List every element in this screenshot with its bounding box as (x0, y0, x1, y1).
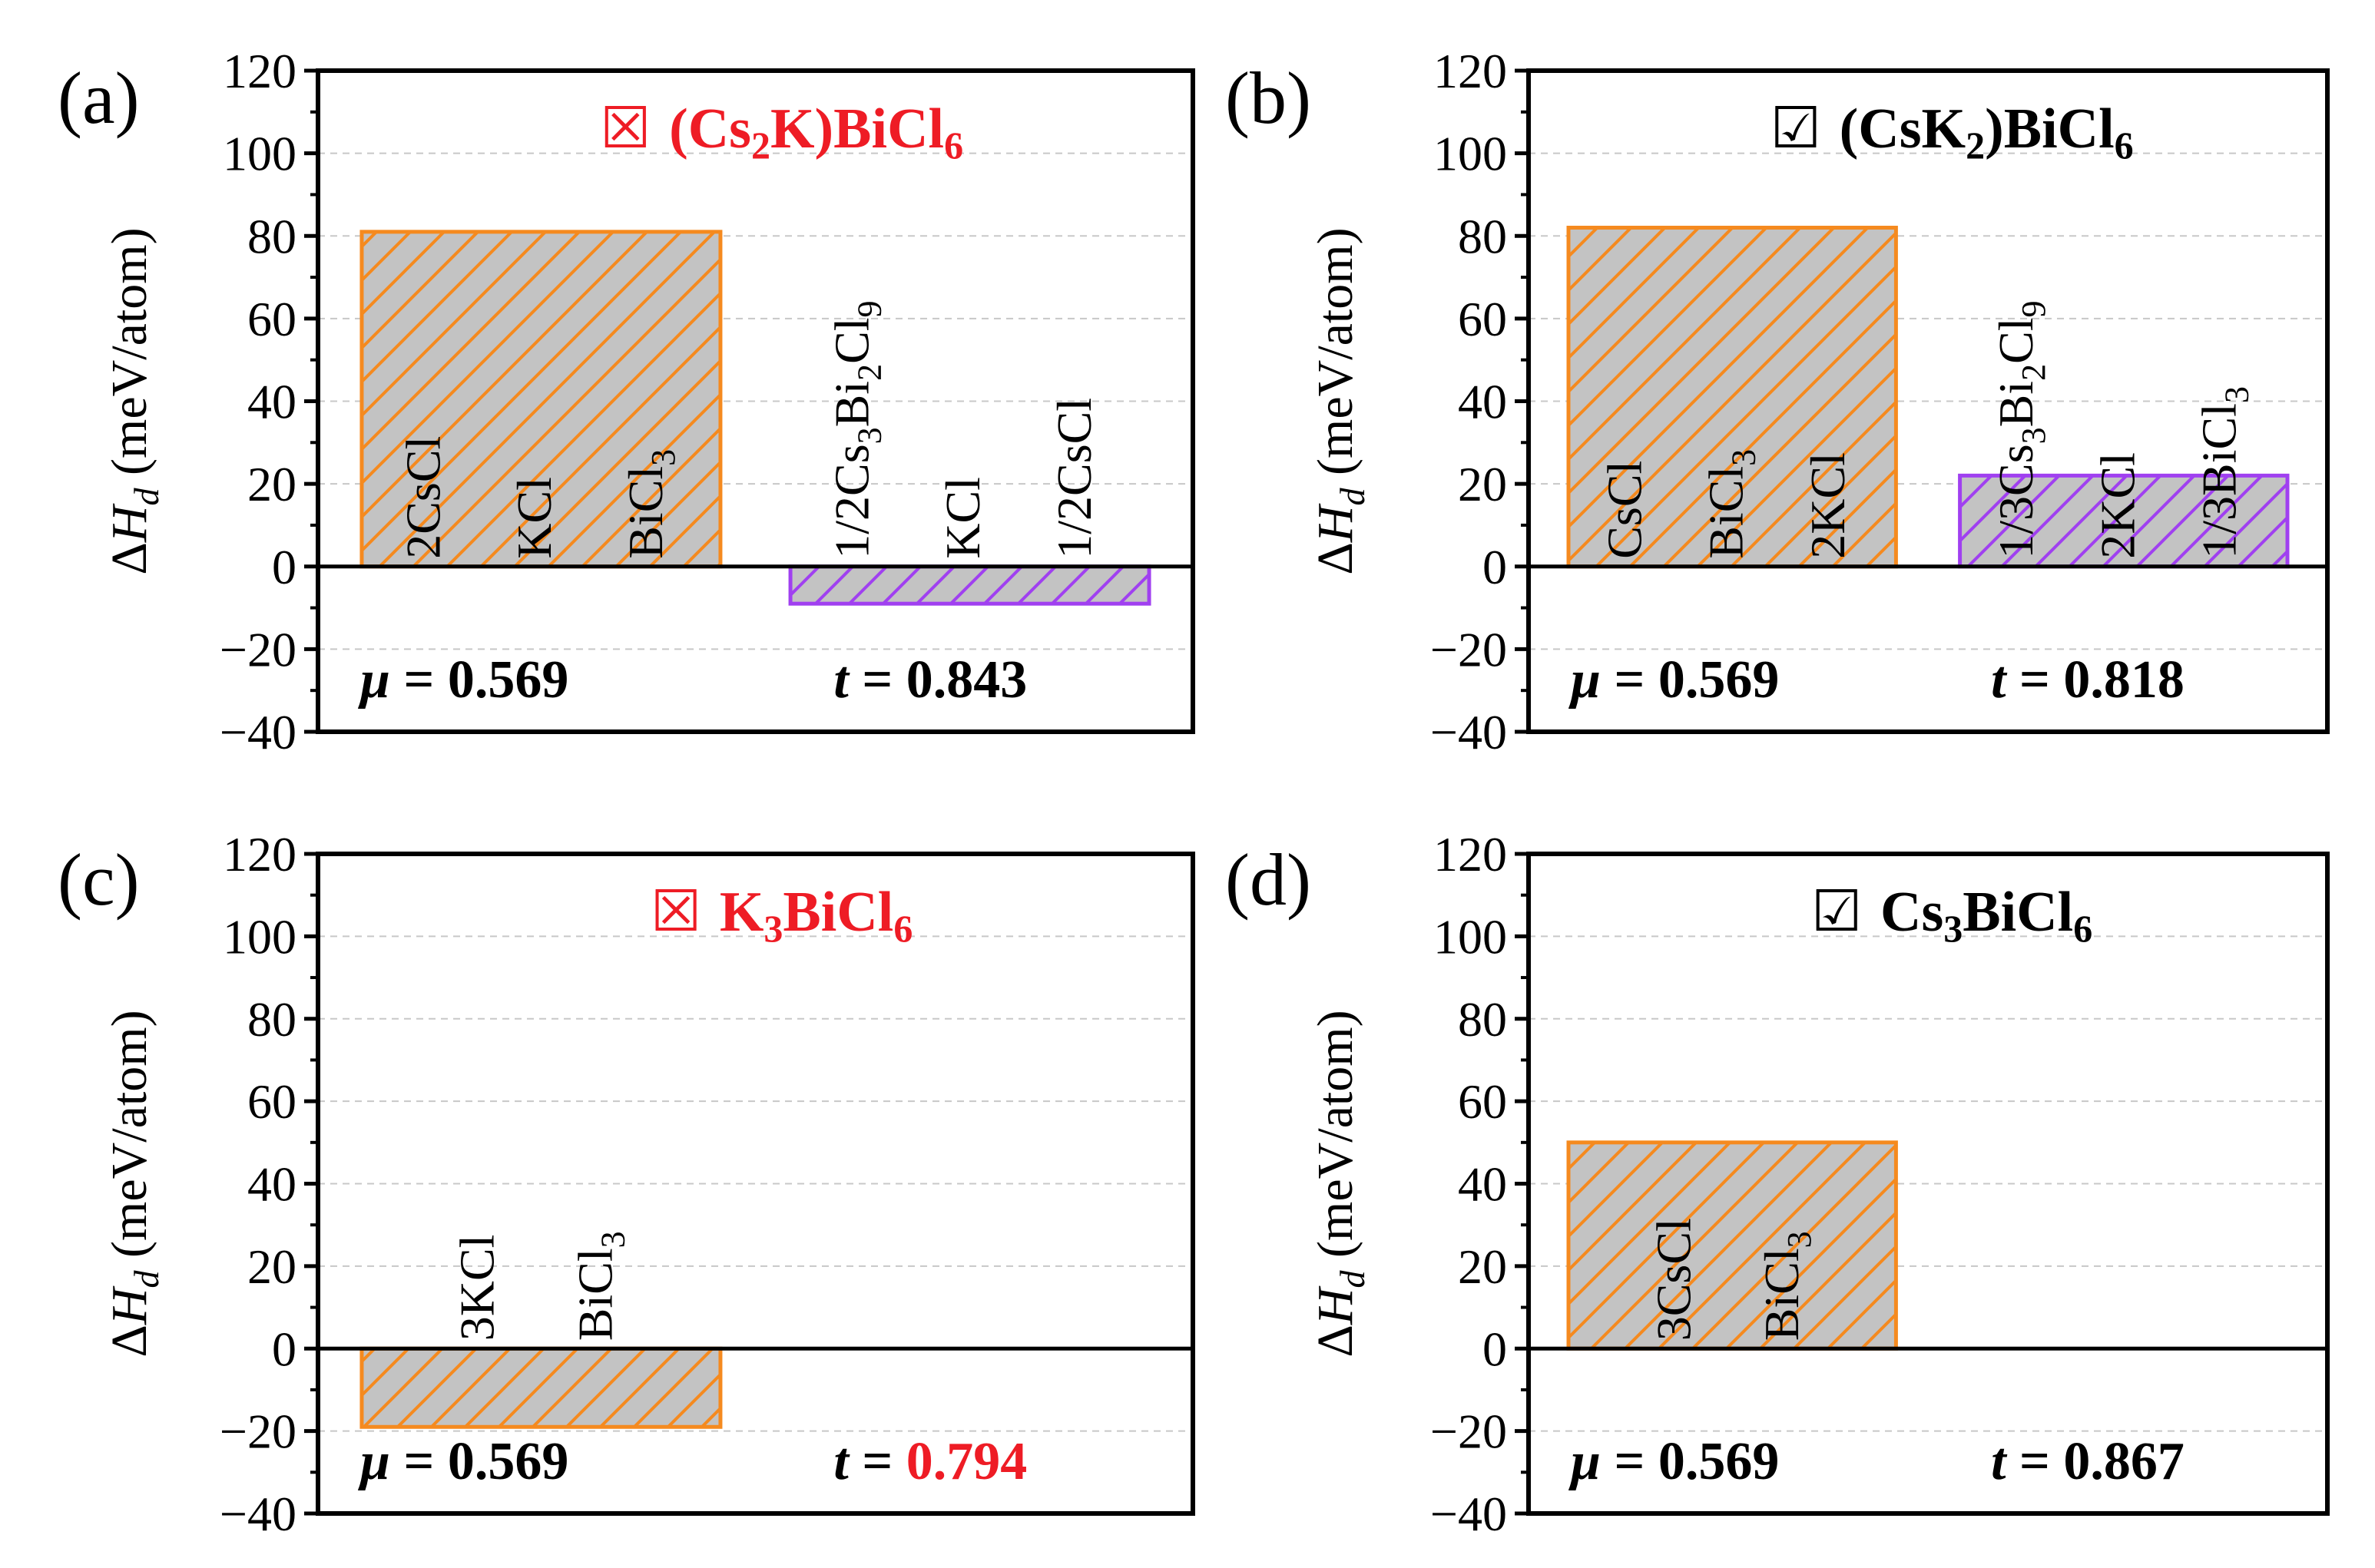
y-tick-label: 60 (247, 292, 296, 346)
y-tick-label: −20 (220, 1404, 296, 1459)
bar (1566, 225, 1898, 569)
panel-label: (b) (1225, 57, 1311, 139)
bar-label: 1/3BiCl3 (2191, 386, 2255, 559)
bar-label: CsCl (1597, 461, 1651, 559)
y-tick-label: 40 (247, 1157, 296, 1212)
bar (1958, 473, 2290, 569)
y-tick-label: 40 (1458, 375, 1507, 429)
y-tick-label: 0 (1482, 540, 1507, 594)
bar-label: 2CsCl (396, 436, 450, 559)
bar-label: BiCl3 (1699, 449, 1763, 559)
y-tick-label: 80 (247, 992, 296, 1047)
mu-value: μ = 0.569 (1568, 1432, 1779, 1491)
y-tick-label: 0 (272, 540, 296, 594)
y-tick-label: −20 (1430, 622, 1507, 676)
y-tick-label: 120 (223, 44, 296, 98)
y-tick-label: 80 (247, 209, 296, 263)
panel-label: (a) (58, 57, 140, 139)
y-tick-label: 20 (247, 457, 296, 511)
panel-a: 2CsCl KCl BiCl3 1/2Cs3Bi2Cl9 KCl 1/2CsCl 120 10… (58, 44, 1195, 759)
y-axis-title: ΔHd (meV/atom) (101, 227, 166, 574)
y-axis-title: ΔHd (meV/atom) (1307, 227, 1372, 574)
bar-label: 2KCl (2090, 452, 2145, 559)
panel-title: ☑ (CsK2)BiCl6 (1770, 95, 2134, 167)
panel-b: CsCl BiCl3 2KCl 1/3Cs3Bi2Cl9 2KCl 1/3BiCl3 120… (1225, 44, 2330, 759)
y-tick-label: 80 (1458, 992, 1507, 1047)
panel-c: 3KCl BiCl3 120 100 80 60 40 20 0 −20 −40 ΔHd (meV/a… (58, 827, 1195, 1541)
y-tick-label: 60 (1458, 292, 1507, 346)
y-tick-label: −20 (1430, 1404, 1507, 1459)
y-tick-label: −40 (220, 705, 296, 759)
y-axis-title: ΔHd (meV/atom) (1307, 1010, 1372, 1357)
bar (1566, 1140, 1898, 1351)
y-tick-label: 100 (1433, 127, 1507, 181)
panel-title: ☒ (Cs2K)BiCl6 (600, 95, 963, 167)
bar-label: 3CsCl (1646, 1218, 1701, 1341)
mu-value: μ = 0.569 (358, 650, 568, 710)
panel-label: (c) (58, 839, 140, 921)
y-tick-label: −40 (1430, 705, 1507, 759)
y-tick-label: 20 (247, 1239, 296, 1294)
y-tick-label: 0 (272, 1322, 296, 1376)
panel-label: (d) (1225, 839, 1311, 921)
mu-value: μ = 0.569 (1568, 650, 1779, 710)
y-tick-label: 60 (247, 1074, 296, 1129)
bar-label: 2KCl (1800, 452, 1855, 559)
bar-label: BiCl3 (618, 449, 682, 559)
panel-title: ☒ K3BiCl6 (651, 878, 913, 950)
y-tick-label: −40 (220, 1487, 296, 1541)
y-tick-label: 40 (247, 375, 296, 429)
y-tick-label: 100 (1433, 909, 1507, 964)
bar-label: 1/2Cs3Bi2Cl9 (824, 300, 888, 558)
bar-label: 3KCl (449, 1235, 504, 1341)
bar (359, 1346, 723, 1429)
bar (359, 230, 723, 569)
y-tick-label: 120 (1433, 44, 1507, 98)
y-tick-label: 20 (1458, 457, 1507, 511)
bar-label: 1/2CsCl (1047, 398, 1101, 559)
y-tick-label: −20 (220, 622, 296, 676)
t-value: t = 0.867 (1991, 1432, 2185, 1491)
bar-label: KCl (936, 477, 990, 559)
bar-label: BiCl3 (1754, 1231, 1818, 1341)
y-tick-label: 80 (1458, 209, 1507, 263)
bar-label: BiCl3 (568, 1231, 631, 1341)
t-value: t = 0.843 (833, 650, 1027, 710)
mu-value: μ = 0.569 (358, 1432, 568, 1491)
y-tick-label: 40 (1458, 1157, 1507, 1212)
bar (788, 564, 1151, 606)
t-value: t = 0.794 (833, 1432, 1027, 1491)
t-value: t = 0.818 (1991, 650, 2185, 710)
y-axis-title: ΔHd (meV/atom) (101, 1010, 166, 1357)
bar-label: 1/3Cs3Bi2Cl9 (1989, 300, 2052, 558)
bar-label: KCl (507, 477, 561, 559)
panel-d: 3CsCl BiCl3 120 100 80 60 40 20 0 −20 −40 ΔHd (meV/… (1225, 827, 2330, 1541)
y-tick-label: 0 (1482, 1322, 1507, 1376)
panel-title: ☑ Cs3BiCl6 (1811, 878, 2092, 950)
y-tick-label: 20 (1458, 1239, 1507, 1294)
y-tick-label: −40 (1430, 1487, 1507, 1541)
y-tick-label: 120 (223, 827, 296, 882)
y-tick-label: 120 (1433, 827, 1507, 882)
y-tick-label: 60 (1458, 1074, 1507, 1129)
y-tick-label: 100 (223, 909, 296, 964)
y-tick-label: 100 (223, 127, 296, 181)
